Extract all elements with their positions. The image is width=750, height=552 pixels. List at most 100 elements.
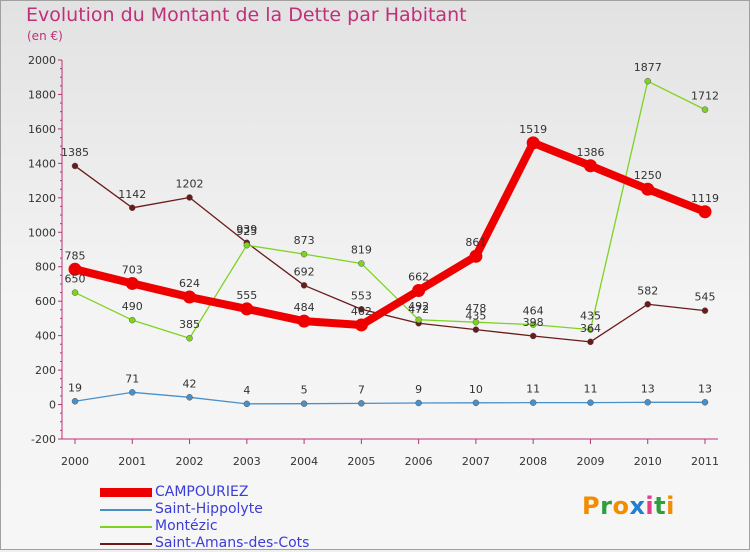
data-label: 462 [351, 305, 372, 318]
data-point [583, 159, 597, 173]
y-tick-label: 600 [35, 295, 56, 308]
y-tick-label: -200 [31, 433, 56, 446]
data-label: 13 [698, 382, 712, 395]
data-label: 472 [408, 303, 429, 316]
data-point [472, 399, 480, 407]
logo-letter: x [629, 492, 646, 520]
data-label: 819 [351, 243, 372, 256]
data-point [472, 326, 480, 333]
data-label: 398 [523, 316, 544, 329]
data-label: 1142 [118, 188, 146, 201]
data-label: 785 [65, 249, 86, 262]
data-label: 553 [351, 289, 372, 302]
x-tick-label: 2007 [462, 455, 490, 468]
data-point [125, 276, 139, 290]
data-point [469, 249, 483, 263]
data-label: 624 [179, 277, 200, 290]
data-point [701, 106, 709, 113]
data-label: 10 [469, 383, 483, 396]
y-tick-label: 200 [35, 364, 56, 377]
series-line [71, 138, 709, 329]
data-label: 4 [243, 384, 250, 397]
y-tick-label: 1800 [28, 88, 56, 101]
y-tick-label: 2000 [28, 54, 56, 67]
data-point [186, 194, 193, 201]
data-point [358, 306, 365, 313]
data-label: 555 [236, 289, 257, 302]
data-label: 873 [294, 234, 315, 247]
data-label: 464 [523, 305, 544, 318]
data-point [68, 262, 82, 276]
data-label: 490 [122, 300, 143, 313]
data-point [644, 301, 651, 308]
data-label: 435 [465, 310, 486, 323]
x-tick-label: 2002 [176, 455, 204, 468]
data-label: 703 [122, 263, 143, 276]
data-label: 692 [294, 265, 315, 278]
data-point [644, 399, 651, 406]
data-point [701, 399, 709, 406]
data-label: 650 [65, 273, 86, 286]
data-point [698, 205, 712, 219]
legend-swatch [100, 488, 152, 497]
y-tick-label: 1600 [28, 123, 56, 136]
data-label: 492 [408, 300, 429, 313]
data-point [587, 399, 594, 406]
legend-label: Saint-Amans-des-Cots [155, 535, 310, 551]
data-label: 545 [695, 291, 716, 304]
data-point [71, 289, 79, 296]
data-point [358, 400, 365, 407]
data-label: 1712 [691, 90, 719, 103]
data-label: 385 [179, 318, 200, 331]
logo-letter: P [582, 492, 601, 520]
data-point [300, 400, 308, 407]
logo-letter: i [666, 492, 675, 520]
data-label: 11 [583, 383, 597, 396]
x-tick-label: 2009 [576, 455, 604, 468]
x-tick-label: 2008 [519, 455, 547, 468]
logo-letter: o [612, 492, 630, 520]
data-point [297, 314, 311, 328]
data-point [412, 284, 426, 298]
data-point [243, 400, 251, 408]
series-layer [68, 77, 712, 408]
series-line [74, 165, 706, 343]
data-point [129, 316, 136, 324]
data-point [129, 204, 136, 212]
data-label: 19 [68, 381, 82, 394]
x-tick-label: 2001 [118, 455, 146, 468]
data-point [526, 136, 540, 150]
data-point [641, 182, 655, 196]
x-tick-label: 2005 [347, 455, 375, 468]
data-label: 478 [465, 302, 486, 315]
y-tick-label: 0 [49, 399, 56, 412]
data-label: 662 [408, 271, 429, 284]
y-tick-label: 1400 [28, 157, 56, 170]
legend-swatch [100, 526, 152, 528]
data-point [529, 332, 537, 340]
data-point [587, 338, 594, 346]
y-tick-label: 1000 [28, 226, 56, 239]
data-point [243, 241, 251, 249]
data-label: 1202 [176, 177, 204, 190]
data-label: 11 [526, 383, 540, 396]
data-label: 484 [294, 301, 315, 314]
data-label: 9 [415, 383, 422, 396]
logo-letter: i [645, 492, 655, 520]
x-tick-label: 2004 [290, 455, 318, 468]
data-point [300, 250, 308, 258]
data-point [472, 318, 480, 326]
data-label: 42 [183, 377, 197, 390]
data-label: 364 [580, 322, 601, 335]
data-point [183, 290, 197, 304]
y-tick-label: 800 [35, 261, 56, 274]
legend-label: Saint-Hippolyte [155, 501, 263, 517]
data-label: 1877 [634, 61, 662, 74]
legend-label: Montézic [155, 518, 218, 534]
data-label: 1119 [691, 192, 719, 205]
data-point [415, 316, 422, 324]
data-point [129, 389, 136, 396]
